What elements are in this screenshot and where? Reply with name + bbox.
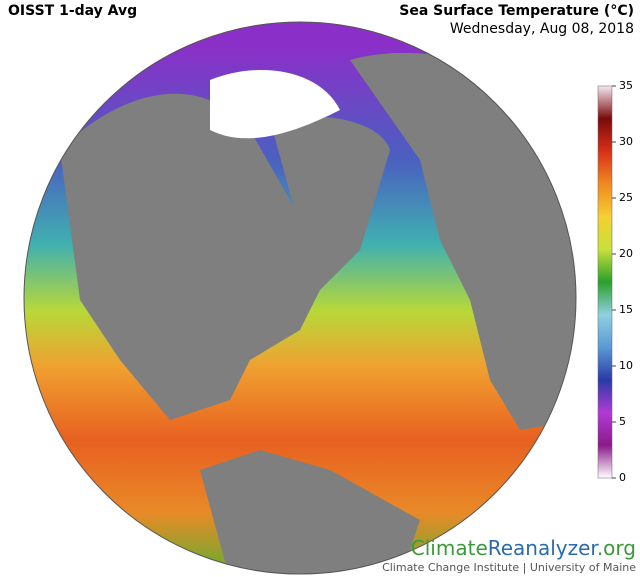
title: OISST 1-day Avg <box>8 3 137 19</box>
logo-part: Climate <box>411 536 488 560</box>
colorbar-tick-label: 5 <box>619 415 626 428</box>
south-america <box>200 450 420 574</box>
colorbar-tick-label: 0 <box>619 471 626 484</box>
colorbar-tick-label: 10 <box>619 359 633 372</box>
colorbar-tick-label: 15 <box>619 303 633 316</box>
greenland <box>270 116 390 290</box>
north-america <box>60 93 330 421</box>
colorbar-tick-label: 25 <box>619 191 633 204</box>
colorbar <box>597 85 613 479</box>
globe <box>24 22 576 574</box>
globe-outline <box>23 21 577 575</box>
colorbar-tick-label: 30 <box>619 135 633 148</box>
logo: ClimateReanalyzer.org <box>411 536 636 560</box>
variable: Sea Surface Temperature (°C) <box>399 3 634 19</box>
sea-ice <box>210 70 340 139</box>
credit: Climate Change Institute | University of… <box>382 561 636 574</box>
logo-part: .org <box>597 536 636 560</box>
logo-part: Reanalyzer <box>488 536 600 560</box>
date: Wednesday, Aug 08, 2018 <box>450 21 634 37</box>
eurasia-africa <box>350 52 576 430</box>
colorbar-tick-label: 35 <box>619 79 633 92</box>
colorbar-tick-label: 20 <box>619 247 633 260</box>
